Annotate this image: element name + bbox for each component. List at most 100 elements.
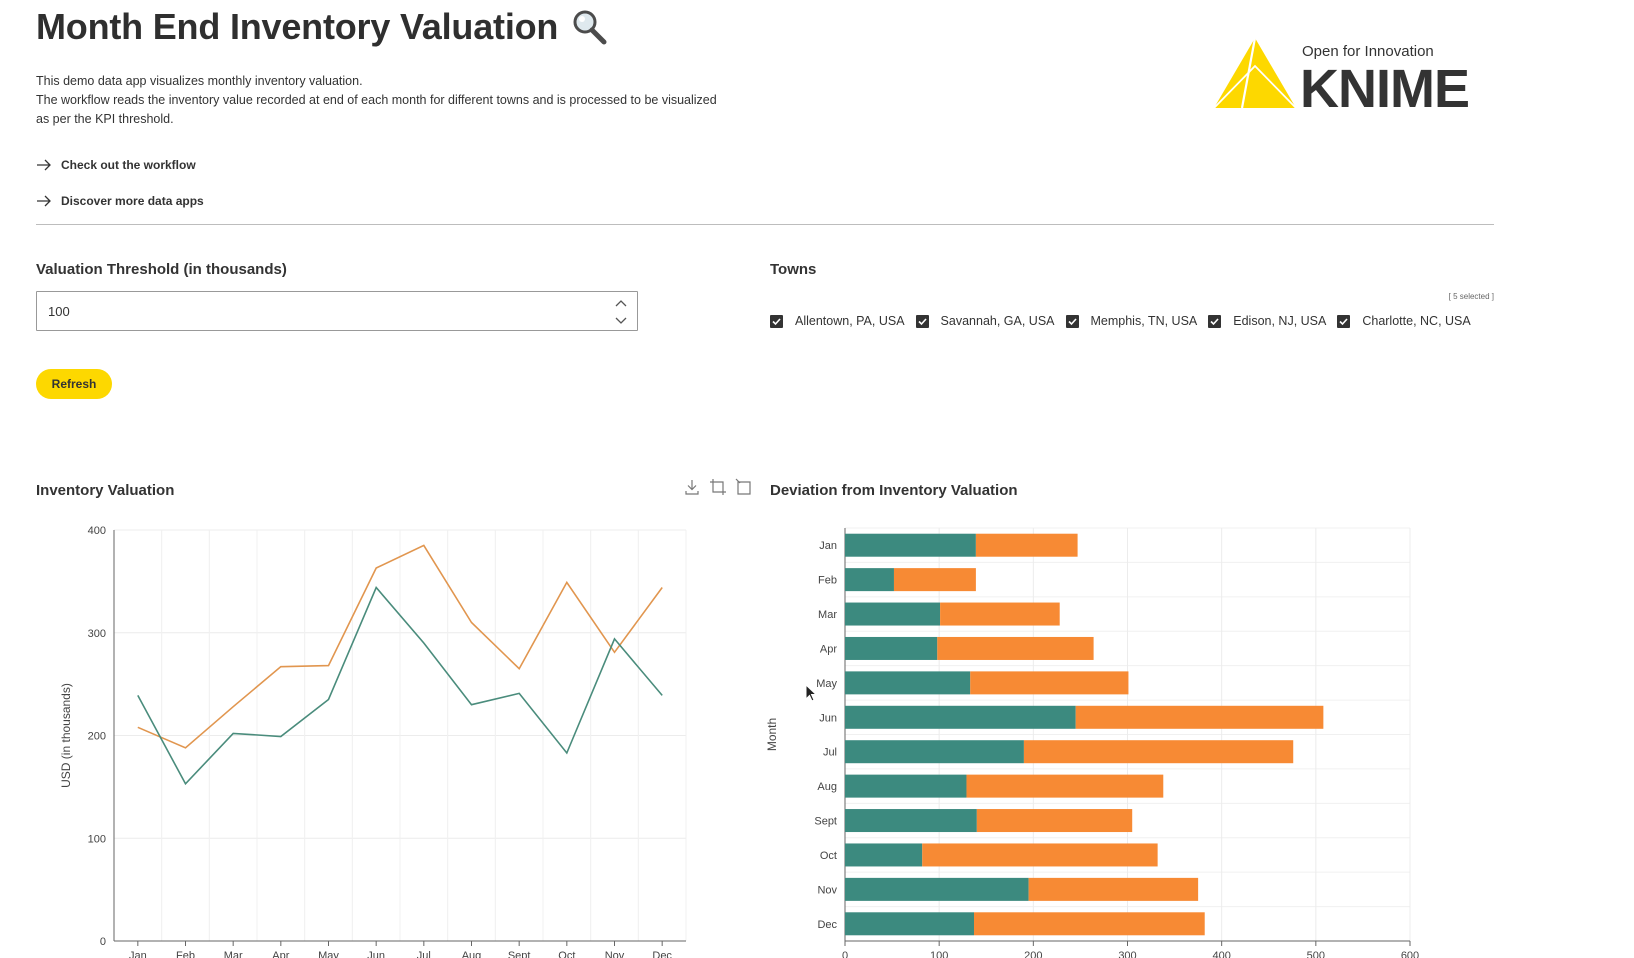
bar-1 <box>1028 877 1199 901</box>
x-tick-label: 500 <box>1307 950 1325 958</box>
town-checkbox-charlotte[interactable]: Charlotte, NC, USA <box>1337 314 1471 328</box>
y-tick-label: Aug <box>817 781 837 793</box>
bar-0 <box>845 671 971 695</box>
logo-wordmark: KNIME <box>1300 59 1470 119</box>
y-tick-label: 400 <box>88 525 106 537</box>
header-divider <box>36 224 1494 225</box>
y-tick-label: May <box>816 678 837 690</box>
x-tick-label: 200 <box>1024 950 1042 958</box>
y-tick-label: Apr <box>820 643 837 655</box>
bar-1 <box>937 636 1094 660</box>
town-label: Savannah, GA, USA <box>940 314 1055 328</box>
y-tick-label: Nov <box>817 884 837 896</box>
description-line: as per the KPI threshold. <box>36 112 174 126</box>
x-tick-label: Oct <box>558 950 575 958</box>
description-line: This demo data app visualizes monthly in… <box>36 74 363 88</box>
threshold-input-box <box>36 291 638 331</box>
bar-1 <box>1075 705 1324 729</box>
bar-1 <box>922 843 1158 867</box>
checkbox-checked-icon[interactable] <box>770 314 783 328</box>
check-workflow-link[interactable]: Check out the workflow <box>36 158 196 172</box>
y-tick-label: Jan <box>819 540 837 552</box>
checkbox-checked-icon[interactable] <box>1065 314 1079 328</box>
bar-1 <box>966 774 1164 798</box>
y-tick-label: 0 <box>100 936 106 948</box>
mouse-cursor-icon <box>805 684 817 702</box>
series-line-1 <box>137 586 663 786</box>
line-chart-title: Inventory Valuation <box>36 482 175 499</box>
download-icon[interactable] <box>683 478 701 496</box>
discover-apps-link[interactable]: Discover more data apps <box>36 194 204 208</box>
bar-1 <box>970 671 1129 695</box>
bar-0 <box>845 774 967 798</box>
x-tick-label: 100 <box>930 950 948 958</box>
stepper-icon[interactable] <box>613 296 629 328</box>
bar-1 <box>976 809 1133 833</box>
y-tick-label: Jul <box>823 747 837 759</box>
arrow-right-icon <box>37 159 51 171</box>
arrow-right-icon <box>37 195 51 207</box>
threshold-label: Valuation Threshold (in thousands) <box>36 261 287 278</box>
towns-checkbox-group: Allentown, PA, USA Savannah, GA, USA Mem… <box>770 314 1482 328</box>
town-checkbox-memphis[interactable]: Memphis, TN, USA <box>1065 314 1198 328</box>
x-tick-label: 400 <box>1212 950 1230 958</box>
bar-1 <box>893 568 976 592</box>
bar-1 <box>940 602 1060 626</box>
checkbox-checked-icon[interactable] <box>915 314 929 328</box>
bar-0 <box>845 740 1024 764</box>
reset-icon[interactable] <box>735 478 753 496</box>
x-tick-label: 0 <box>842 950 848 958</box>
x-tick-label: Jul <box>417 950 431 958</box>
checkbox-checked-icon[interactable] <box>1337 314 1351 328</box>
crop-icon[interactable] <box>709 478 727 496</box>
x-tick-label: Jan <box>129 950 147 958</box>
app-description: This demo data app visualizes monthly in… <box>36 72 756 129</box>
x-tick-label: Apr <box>272 950 289 958</box>
y-tick-label: Feb <box>818 575 837 587</box>
y-tick-label: Sept <box>814 816 837 828</box>
y-tick-label: Jun <box>819 712 837 724</box>
x-tick-label: 600 <box>1401 950 1419 958</box>
bar-0 <box>845 602 941 626</box>
y-tick-label: Oct <box>820 850 837 862</box>
x-tick-label: Nov <box>605 950 625 958</box>
town-checkbox-savannah[interactable]: Savannah, GA, USA <box>915 314 1055 328</box>
x-tick-label: Feb <box>176 950 195 958</box>
page-title: Month End Inventory Valuation <box>36 6 608 48</box>
x-tick-label: Dec <box>652 950 672 958</box>
y-axis-label: Month <box>765 718 779 751</box>
bar-1 <box>974 912 1205 936</box>
description-line: The workflow reads the inventory value r… <box>36 93 717 107</box>
x-tick-label: Aug <box>462 950 482 958</box>
bar-0 <box>845 533 976 557</box>
deviation-bar-chart: 0 100 200 300 400 500 600 Jan Feb Mar Apr May Jun Jul… <box>765 527 1419 958</box>
threshold-input[interactable] <box>37 292 577 330</box>
bar-0 <box>845 809 977 833</box>
link-label: Check out the workflow <box>61 158 196 172</box>
y-tick-label: Dec <box>817 919 837 931</box>
y-tick-label: 200 <box>88 731 106 743</box>
y-tick-label: 300 <box>88 628 106 640</box>
town-label: Allentown, PA, USA <box>795 314 905 328</box>
series-line-0 <box>137 544 663 749</box>
bar-1 <box>975 533 1078 557</box>
x-tick-label: 300 <box>1118 950 1136 958</box>
refresh-button[interactable]: Refresh <box>36 369 112 399</box>
town-checkbox-edison[interactable]: Edison, NJ, USA <box>1208 314 1326 328</box>
x-tick-label: Mar <box>224 950 243 958</box>
y-tick-label: Mar <box>818 609 837 621</box>
chart-toolbar <box>683 478 761 496</box>
checkbox-checked-icon[interactable] <box>1208 314 1222 328</box>
link-label: Discover more data apps <box>61 194 204 208</box>
logo-tagline: Open for Innovation <box>1302 43 1434 60</box>
town-checkbox-allentown[interactable]: Allentown, PA, USA <box>770 314 905 328</box>
bar-0 <box>845 843 923 867</box>
bar-0 <box>845 877 1029 901</box>
town-label: Memphis, TN, USA <box>1090 314 1198 328</box>
y-axis-label: USD (in thousands) <box>59 683 73 788</box>
magnifying-glass-icon <box>570 8 608 46</box>
towns-label: Towns <box>770 261 817 278</box>
town-label: Edison, NJ, USA <box>1233 314 1327 328</box>
bar-0 <box>845 705 1076 729</box>
x-tick-label: Jun <box>367 950 385 958</box>
